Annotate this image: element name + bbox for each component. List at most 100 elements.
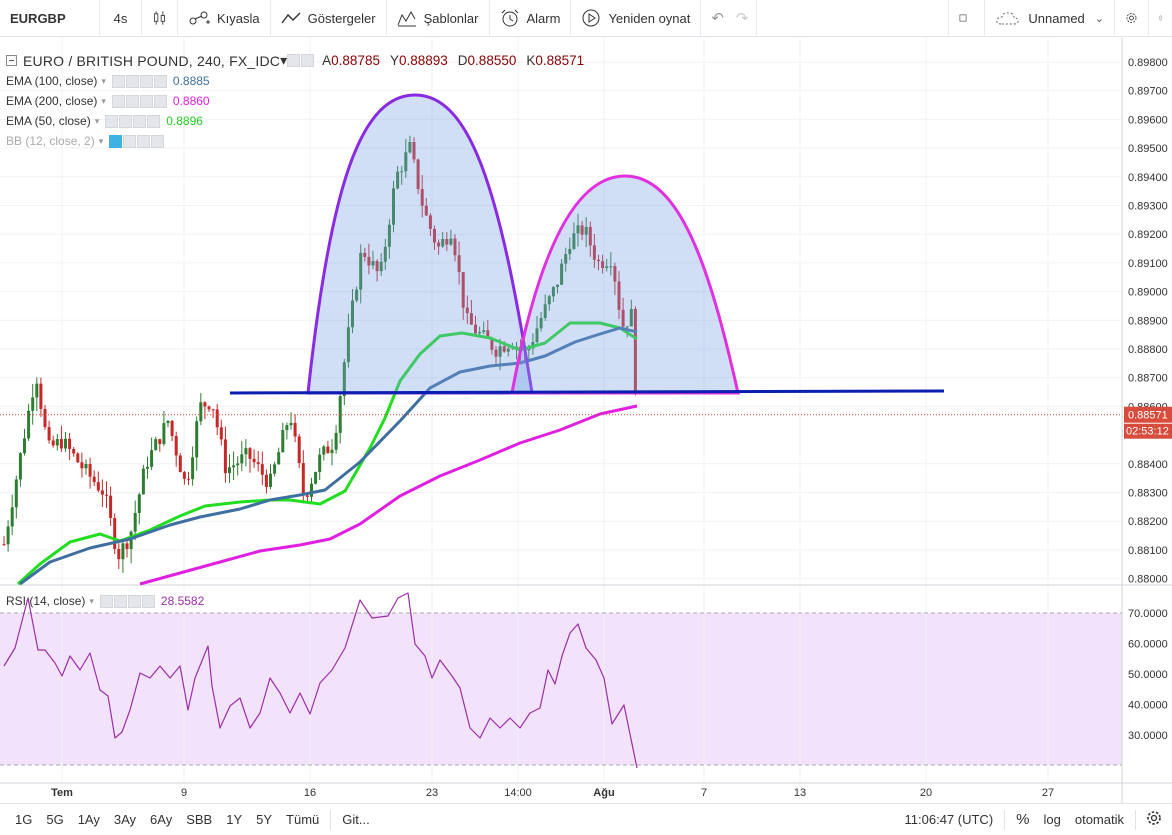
plus-icon[interactable]: [137, 134, 151, 148]
candle-body: [617, 281, 621, 310]
alert-button[interactable]: Alarm: [490, 0, 572, 37]
settings-button[interactable]: [1140, 810, 1172, 829]
candle-body: [105, 494, 108, 496]
divider: [1004, 809, 1006, 830]
eye-icon[interactable]: [99, 594, 113, 608]
range-button[interactable]: 1G: [15, 812, 33, 827]
gear-icon[interactable]: [119, 114, 133, 128]
gear-icon[interactable]: [125, 74, 139, 88]
candle-body: [564, 254, 568, 264]
caret-icon[interactable]: ▾: [101, 75, 106, 86]
price-chart[interactable]: 0.89800 0.89700 0.89600 0.89500 0.89400 0.893…: [0, 38, 1172, 803]
candle-body: [293, 422, 297, 437]
ema200-value: 0.8860: [172, 94, 210, 108]
ema100-buttons: [111, 74, 167, 88]
open-value: A0.88785: [322, 53, 380, 68]
candle-body: [625, 326, 629, 328]
price-tick-label: 0.89600: [1128, 114, 1168, 126]
candle-body: [314, 472, 318, 484]
auto-toggle[interactable]: otomatik: [1074, 812, 1124, 827]
candle-body: [355, 289, 359, 301]
candle-body: [408, 142, 412, 153]
range-button[interactable]: 3Ay: [113, 812, 137, 827]
candle-body: [117, 548, 121, 560]
goto-button[interactable]: Git...: [342, 812, 370, 827]
symbol-search[interactable]: EURGBP: [0, 0, 100, 37]
eye-icon[interactable]: [287, 54, 301, 67]
candle-body: [10, 507, 14, 527]
plus-icon[interactable]: [133, 114, 147, 128]
caret-icon[interactable]: ▾: [98, 135, 104, 146]
candle-body: [59, 439, 63, 449]
neckline: [229, 389, 945, 395]
ema100-legend: EMA (100, close) ▾ 0.8885: [6, 74, 210, 88]
percent-toggle[interactable]: %: [1016, 811, 1030, 828]
close-icon[interactable]: [141, 594, 155, 608]
candle-body: [223, 439, 227, 474]
plus-icon[interactable]: [139, 74, 153, 88]
fullscreen-button[interactable]: [948, 0, 984, 37]
candle-body: [215, 409, 219, 428]
candle-body: [346, 327, 350, 363]
candle-body: [166, 420, 170, 424]
range-button[interactable]: SBB: [186, 812, 213, 827]
eye-icon[interactable]: [105, 114, 119, 128]
candle-body: [289, 422, 293, 426]
chart-area[interactable]: 0.89800 0.89700 0.89600 0.89500 0.89400 0.893…: [0, 38, 1172, 803]
collapse-icon[interactable]: [6, 55, 17, 66]
price-tick-label: 0.89000: [1128, 287, 1168, 299]
range-button[interactable]: 6Ay: [150, 812, 173, 827]
price-tick-label: 0.88800: [1128, 344, 1168, 356]
layout-save-button[interactable]: Unnamed ⌄: [984, 0, 1114, 37]
redo-icon[interactable]: ↷: [735, 10, 749, 27]
caret-icon[interactable]: ▾: [101, 95, 106, 106]
candle-body: [560, 263, 564, 285]
series-buttons: [287, 54, 315, 67]
range-button[interactable]: 5Y: [256, 812, 273, 827]
candle-body: [170, 420, 174, 436]
candle-body: [2, 544, 6, 546]
rsi-tick-label: 50.0000: [1128, 669, 1168, 681]
eye-icon[interactable]: [111, 74, 125, 88]
chart-style-button[interactable]: [142, 0, 178, 37]
undo-icon[interactable]: ↶: [711, 10, 724, 27]
gear-icon[interactable]: [123, 134, 137, 148]
gear-icon[interactable]: [125, 94, 139, 108]
range-button[interactable]: 1Y: [226, 812, 243, 827]
close-icon[interactable]: [147, 114, 161, 128]
price-tick-label: 0.89300: [1128, 201, 1168, 213]
gear-icon[interactable]: [113, 594, 127, 608]
log-toggle[interactable]: log: [1043, 812, 1061, 827]
indicators-button[interactable]: Göstergeler: [271, 0, 387, 37]
candle-body: [84, 463, 88, 469]
candle-body: [6, 526, 10, 545]
candle-body: [207, 406, 211, 410]
bb-label: BB (12, close, 2): [6, 134, 95, 148]
eye-icon[interactable]: [111, 94, 125, 108]
range-button[interactable]: Tümü: [286, 812, 320, 827]
more-button[interactable]: [1148, 0, 1172, 37]
clock[interactable]: 11:06:47 (UTC): [904, 812, 994, 827]
candle-body: [68, 438, 72, 449]
close-icon[interactable]: [151, 134, 165, 148]
interval-button[interactable]: 4s: [100, 0, 142, 37]
candle-body: [601, 261, 605, 269]
caret-icon[interactable]: ▾: [94, 115, 100, 126]
range-button[interactable]: 1Ay: [77, 812, 100, 827]
close-icon[interactable]: [153, 94, 167, 108]
templates-button[interactable]: Şablonlar: [387, 0, 490, 37]
time-tick-label: Ağu: [593, 787, 614, 799]
close-icon[interactable]: [153, 74, 167, 88]
settings-button[interactable]: [1114, 0, 1148, 37]
eye-icon[interactable]: [109, 134, 123, 148]
compare-button[interactable]: Kıyasla: [178, 0, 271, 37]
candle-body: [76, 453, 80, 463]
range-button[interactable]: 5G: [46, 812, 64, 827]
replay-button[interactable]: Yeniden oynat: [571, 0, 702, 37]
plus-icon[interactable]: [139, 94, 153, 108]
plus-icon[interactable]: [127, 594, 141, 608]
undo-redo: ↶ ↷: [701, 0, 758, 37]
caret-icon[interactable]: ▾: [89, 595, 94, 606]
gear-icon[interactable]: [301, 54, 315, 67]
candle-body: [281, 430, 285, 453]
